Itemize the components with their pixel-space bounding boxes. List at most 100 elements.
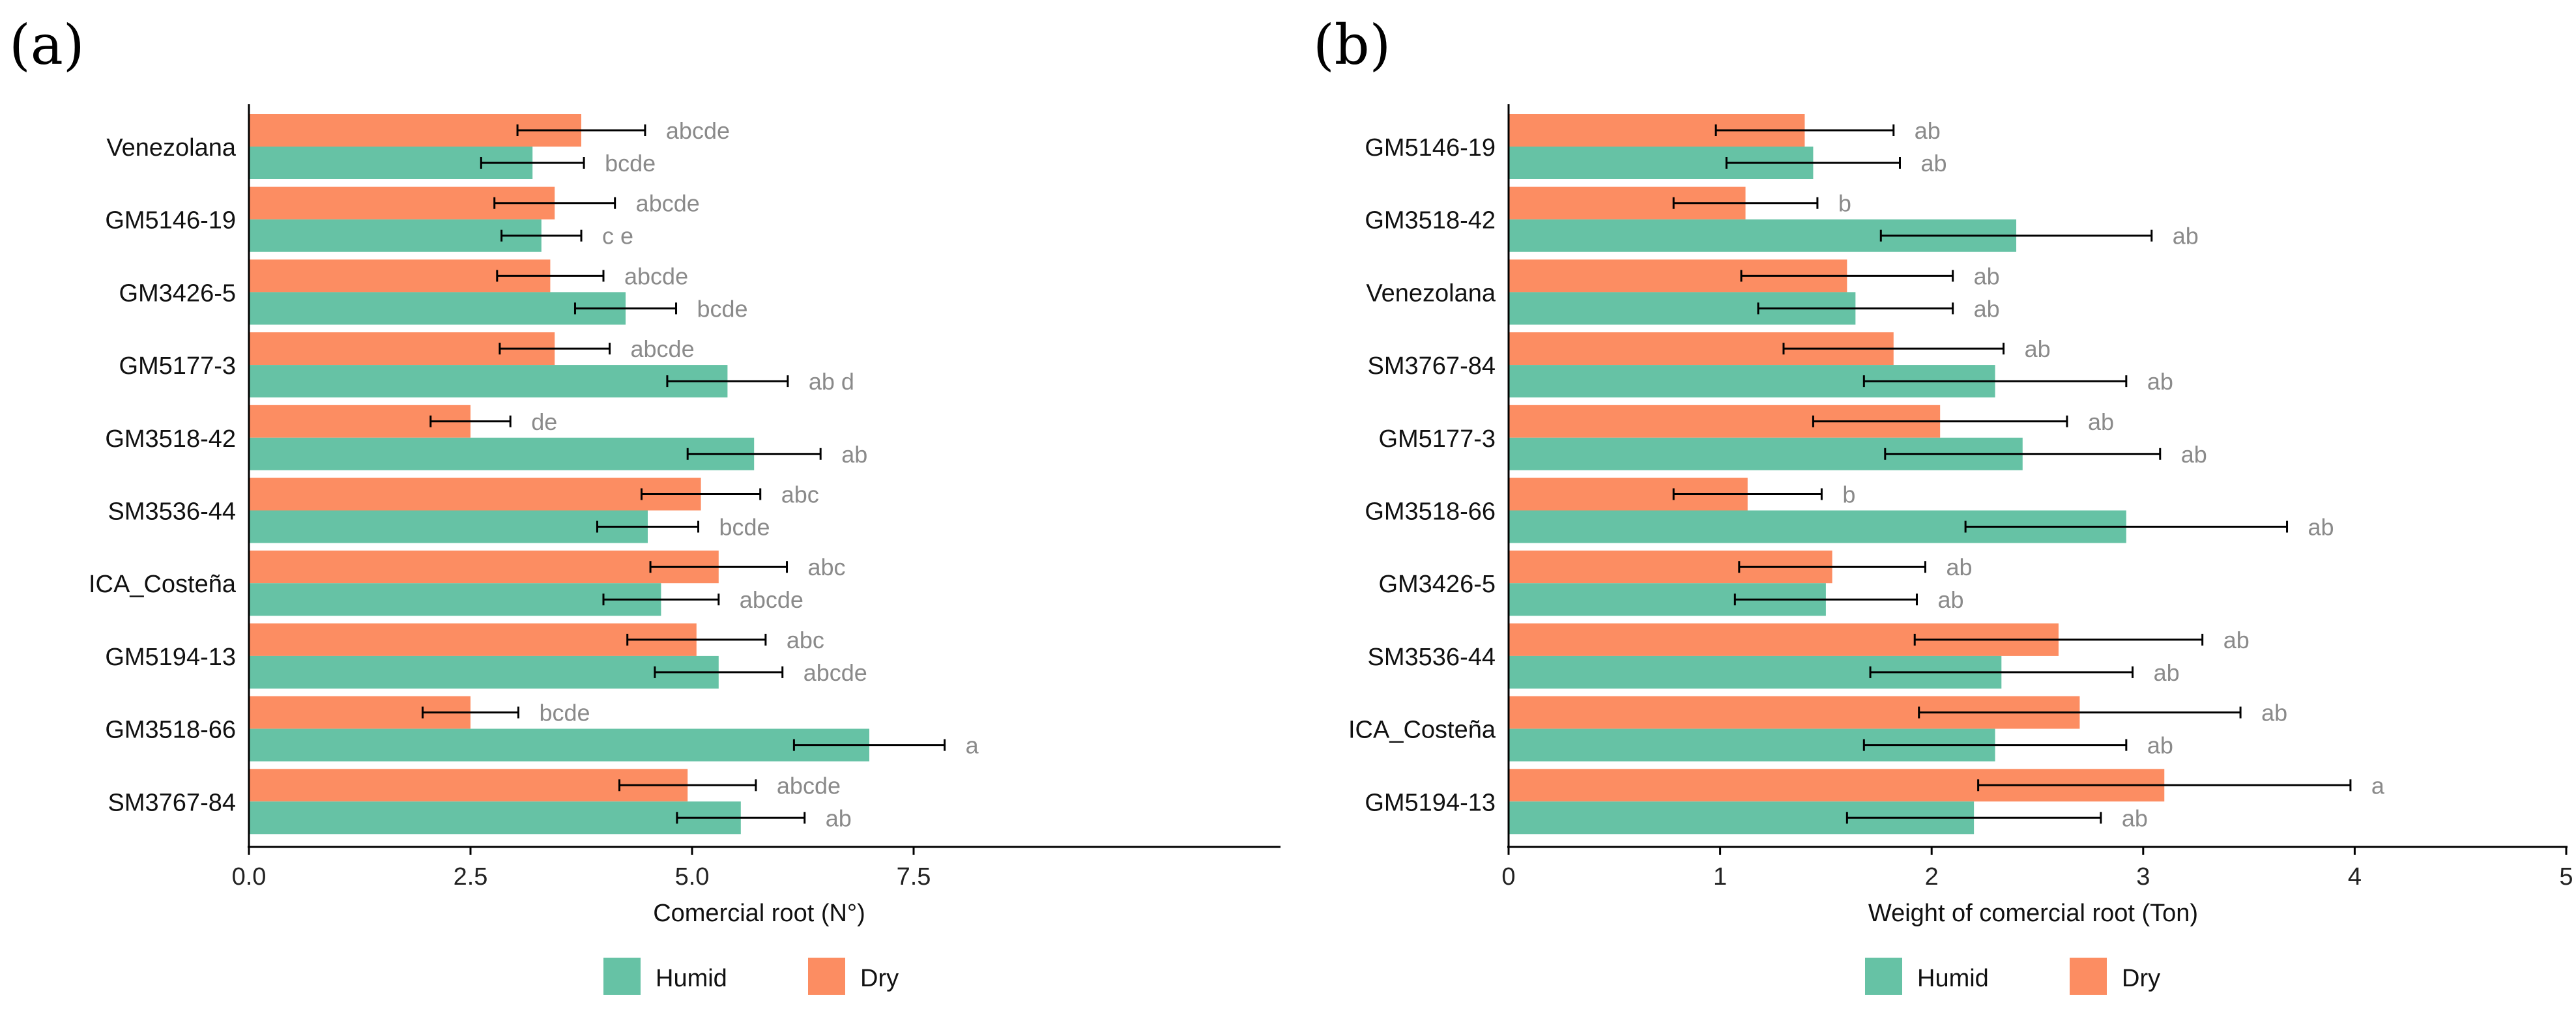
panel-a-category-label: GM5146-19 [105,207,236,235]
panel-b-category-label: GM5194-13 [1365,789,1496,816]
panel-a-significance-humid: bcde [605,150,656,177]
panel-b-category-label: GM3518-66 [1365,498,1496,526]
panel-a-category-label: GM5177-3 [119,352,236,380]
panel-a-bar-humid [249,292,626,325]
panel-a-x-tick-label: 5.0 [675,863,710,891]
panel-b-significance-humid: ab [2154,659,2180,686]
panel-a-significance-humid: abcde [740,586,803,613]
panel-a-error-bars [422,124,946,824]
panel-a-category-label: ICA_Costeña [89,571,237,598]
panel-a-legend-dry-swatch [808,958,845,995]
panel-a-bar-humid [249,801,741,835]
panel-b-significance-dry: ab [2223,627,2250,653]
panel-a-label: (a) [9,13,85,77]
panel-b-significance-humid: ab [1974,295,2000,322]
panel-b-category-label: ICA_Costeña [1348,717,1496,744]
panel-b-error-bars [1672,124,2352,824]
panel-b-significance-humid: ab [2308,514,2334,541]
panel-b-legend-dry-label: Dry [2122,965,2160,992]
panel-b-significance-dry: a [2371,772,2385,799]
panel-b-significance-dry: b [1842,481,1855,508]
panel-a-category-label: GM5194-13 [105,644,236,671]
panel-b-category-label: Venezolana [1366,279,1496,307]
panel-a-significance-humid: a [966,732,979,759]
panel-a-bar-humid [249,728,869,762]
panel-a-x-tick-label: 2.5 [454,863,488,891]
panel-a-bar-humid [249,219,542,252]
panel-b-significance-dry: ab [1946,554,1972,580]
panel-b-significance-humid: ab [1937,586,1963,613]
panel-a-x-tick-label: 0.0 [232,863,267,891]
panel-b-significance-dry: ab [2025,336,2051,362]
panel-a-bar-humid [249,583,661,616]
panel-a-bar-humid [249,437,755,470]
panel-a-significance-dry: abc [808,554,846,580]
panel-a-significance-dry: abcde [624,263,688,289]
panel-b-category-label: GM5146-19 [1365,134,1496,162]
panel-b-x-ticks: 0 1 2 3 4 5 [1501,847,2573,891]
panel-b-legend: Humid Dry [1865,958,2160,995]
panel-b-legend-humid-label: Humid [1917,965,1989,992]
panel-b-significance-humid: ab [2173,223,2199,250]
panel-a-significance-dry: abcde [636,190,700,217]
panel-b-significance-humid: ab [2147,368,2173,395]
panel-a-bar-humid [249,655,719,689]
panel-b-x-tick-label: 1 [1713,863,1727,891]
panel-a-significance-dry: abcde [631,336,695,362]
panel-a-bar-dry [249,478,701,511]
panel-a-x-axis-label: Comercial root (N°) [653,900,865,927]
panel-a-category-label: Venezolana [106,134,236,162]
panel-b-significance-dry: b [1838,190,1851,217]
panel-a-bars [249,114,869,835]
panel-a-x-ticks: 0.0 2.5 5.0 7.5 [232,847,931,891]
panel-a-category-label: SM3767-84 [108,789,236,816]
panel-a-x-tick-label: 7.5 [897,863,931,891]
panel-a-significance-humid: ab [841,441,867,468]
panel-a-significance-humid: abcde [803,659,867,686]
panel-b-category-label: SM3536-44 [1368,644,1496,671]
panel-b-x-tick-label: 2 [1925,863,1939,891]
panel-b-category-label: SM3767-84 [1368,352,1496,380]
panel-b-label: (b) [1313,13,1391,77]
panel-b: (b) ababbabababababababbabababababababaa… [1313,13,2573,995]
panel-a-bar-humid [249,510,648,543]
panel-b-significance-dry: ab [2261,700,2287,726]
panel-a-bar-dry [249,623,697,656]
panel-a-category-label: GM3518-42 [105,425,236,453]
panel-b-x-tick-label: 3 [2136,863,2150,891]
panel-a-category-label: GM3426-5 [119,279,236,307]
panel-b-category-label: GM3518-42 [1365,207,1496,235]
panel-b-category-label: GM3426-5 [1378,571,1496,598]
panel-a-significance-humid: bcde [697,295,748,322]
panel-b-x-tick-label: 0 [1501,863,1515,891]
panel-b-bars [1509,114,2165,835]
panel-b-significance-humid: ab [2147,732,2173,759]
panel-a-category-labels: Venezolana GM5146-19 GM3426-5 GM5177-3 GM351… [89,134,237,816]
panel-a-significance-dry: abc [781,481,819,508]
panel-a-bar-dry [249,769,688,802]
panel-a-significance-dry: abcde [777,772,841,799]
panel-a-legend-humid-label: Humid [656,965,727,992]
panel-a-bar-dry [249,550,719,584]
panel-b-significance-humid: ab [1921,150,1947,177]
panel-a-significance-humid: bcde [719,514,770,541]
panel-a-category-label: GM3518-66 [105,717,236,744]
panel-b-significance-dry: ab [1974,263,2000,289]
panel-b-x-tick-label: 4 [2348,863,2362,891]
panel-b-significance-dry: ab [2088,408,2114,435]
panel-a-significance-dry: bcde [539,700,590,726]
panel-b-x-tick-label: 5 [2559,863,2573,891]
panel-a-significance-dry: abc [787,627,824,653]
panel-a-significance-humid: ab d [809,368,854,395]
panel-b-category-label: GM5177-3 [1378,425,1496,453]
panel-b-category-labels: GM5146-19 GM3518-42 Venezolana SM3767-84 GM5… [1348,134,1496,816]
panel-a-significance-dry: abcde [666,117,730,144]
panel-b-significance-humid: ab [2122,805,2148,831]
panel-b-legend-dry-swatch [2070,958,2107,995]
panel-b-significance-dry: ab [1915,117,1941,144]
panel-a-category-label: SM3536-44 [108,498,236,526]
panel-b-legend-humid-swatch [1865,958,1902,995]
